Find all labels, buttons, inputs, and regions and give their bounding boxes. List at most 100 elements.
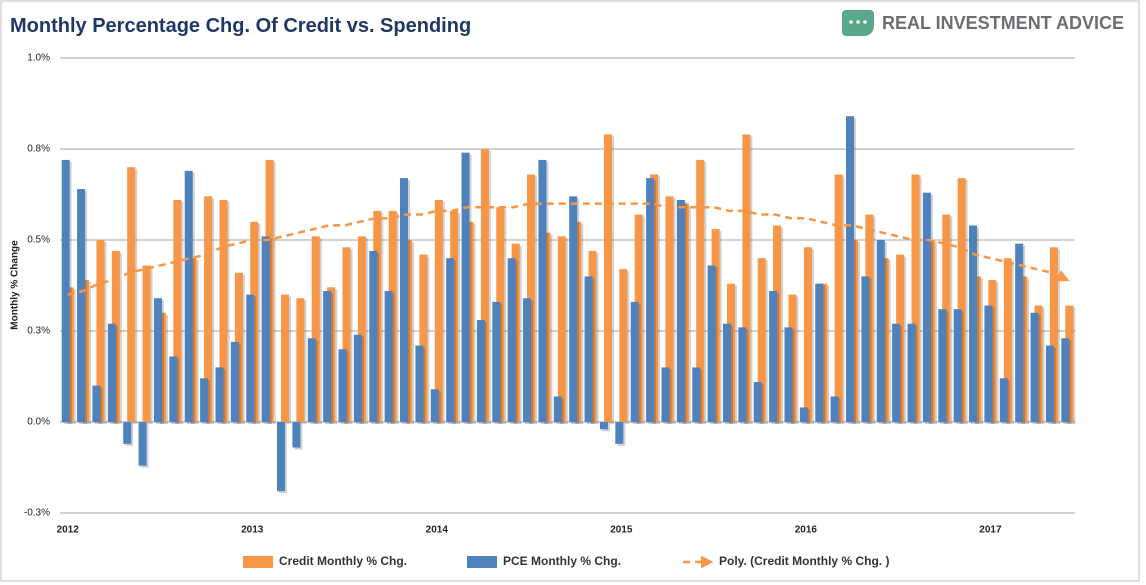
bar [1003,258,1012,422]
bar [204,196,213,422]
bar [907,323,916,422]
bar [553,396,562,422]
bar [784,327,793,422]
bar [215,367,224,422]
bar [138,422,147,466]
y-tick-label: 0.3% [27,326,50,337]
bar [557,236,566,422]
bar [384,290,393,422]
bar [107,323,116,422]
x-tick-label: 2014 [426,525,449,536]
bar [280,294,289,422]
y-tick-label: -0.3% [24,508,50,519]
bar [957,178,966,422]
brand-text: REAL INVESTMENT ADVICE [882,13,1124,33]
bar [646,178,655,422]
bar [707,265,716,422]
y-axis-label: Monthly % Change [10,240,21,330]
bar [357,236,366,422]
bar [434,199,443,422]
bar [169,356,178,422]
bar [615,422,624,444]
bar [769,290,778,422]
bar [61,159,70,423]
bar [353,334,362,422]
bar [1015,243,1024,422]
bar [77,189,86,422]
bar [799,407,808,422]
bar [538,159,547,423]
bar [676,199,685,422]
bar [938,309,947,422]
bar [142,265,151,422]
bar [569,196,578,422]
bar [123,422,132,444]
brand-logo [842,10,874,36]
bar [200,378,209,422]
bar [369,250,378,422]
bar [400,178,409,422]
bar [665,196,674,422]
bar [153,298,162,422]
x-tick-label: 2016 [795,525,818,536]
bar [250,221,259,422]
bar [261,236,270,422]
bar [892,323,901,422]
bar [830,396,839,422]
bar [292,422,301,448]
bar [738,327,747,422]
x-tick-label: 2017 [979,525,1002,536]
bar [96,240,105,422]
bar [219,199,228,422]
y-tick-label: 0.0% [27,417,50,428]
bar [342,247,351,422]
trend-line [67,202,1070,296]
bar [876,240,885,422]
bar [803,247,812,422]
bar [742,134,751,422]
bar [753,381,762,422]
bar [323,290,332,422]
bar [507,258,516,422]
bar [338,349,347,422]
bar [922,192,931,422]
bar [619,269,628,422]
bar [461,152,470,422]
legend-label: PCE Monthly % Chg. [503,554,621,568]
legend-swatch [467,556,497,568]
bar [311,236,320,422]
bar [696,159,705,423]
bar [1019,276,1028,422]
bar [446,258,455,422]
bar [953,309,962,422]
bar [296,298,305,422]
bar [599,422,608,430]
y-tick-label: 1.0% [27,53,50,64]
y-tick-label: 0.8% [27,144,50,155]
bar [861,276,870,422]
bar [230,341,239,422]
bar [834,174,843,422]
x-tick-label: 2013 [241,525,264,536]
bar [492,301,501,422]
bar [480,149,489,422]
bar [815,283,824,422]
bar [476,320,485,422]
legend-label: Poly. (Credit Monthly % Chg. ) [719,554,889,568]
bar [307,338,316,422]
bar [92,385,101,422]
y-tick-label: 0.5% [27,235,50,246]
bar [127,167,136,422]
bar [757,258,766,422]
bar [630,301,639,422]
bar [692,367,701,422]
bar [246,294,255,422]
bar [846,116,855,423]
bar [999,378,1008,422]
bar [603,134,612,422]
bar [1030,312,1039,422]
bar [523,298,532,422]
bar [1061,338,1070,422]
bar [661,367,670,422]
